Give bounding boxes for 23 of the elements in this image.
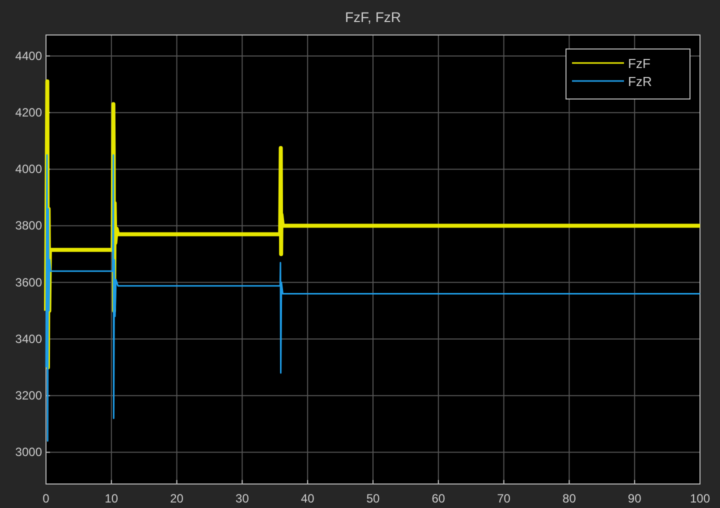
y-tick-label: 4400 — [15, 48, 42, 63]
legend-label: FzF — [628, 56, 650, 71]
chart-title: FzF, FzR — [345, 9, 401, 25]
y-tick-label: 4000 — [15, 162, 42, 176]
x-tick-label: 50 — [366, 492, 380, 506]
x-tick-label: 10 — [104, 492, 118, 506]
y-tick-label: 3600 — [15, 275, 42, 290]
x-tick-label: 30 — [236, 492, 250, 506]
x-tick-label: 40 — [300, 492, 315, 506]
x-tick-label: 100 — [690, 492, 710, 506]
x-tick-label: 0 — [42, 492, 50, 506]
y-tick-label: 3000 — [15, 445, 42, 460]
line-series — [45, 154, 701, 442]
y-tick-label: 3800 — [15, 218, 42, 233]
x-tick-label: 60 — [432, 492, 446, 506]
x-tick-label: 70 — [497, 492, 511, 506]
y-tick-label: 4200 — [15, 105, 42, 120]
y-tick-label: 3400 — [15, 332, 42, 346]
x-tick-label: 90 — [628, 492, 642, 506]
y-tick-label: 3200 — [15, 388, 42, 403]
legend-label: FzR — [628, 74, 652, 89]
x-tick-label: 20 — [170, 492, 184, 506]
x-tick-label: 80 — [562, 492, 576, 506]
